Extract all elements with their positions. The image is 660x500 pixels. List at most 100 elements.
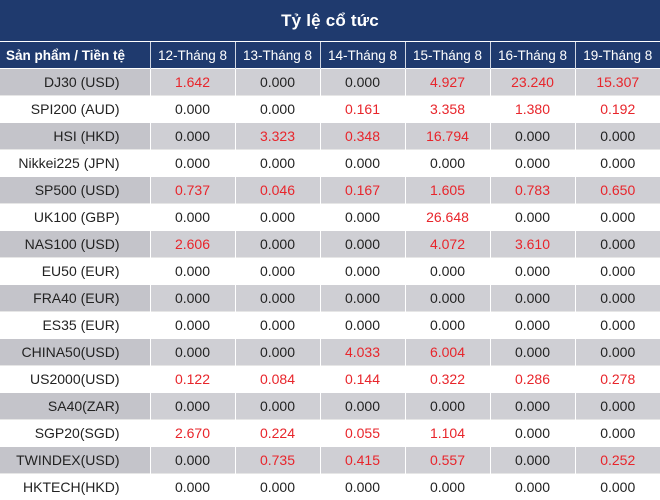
dividend-value: 0.735 bbox=[235, 447, 320, 474]
dividend-value: 0.000 bbox=[575, 231, 660, 258]
dividend-value: 0.000 bbox=[490, 474, 575, 500]
dividend-value: 0.000 bbox=[235, 231, 320, 258]
dividend-value: 2.670 bbox=[150, 420, 235, 447]
product-name: ES35 (EUR) bbox=[0, 312, 150, 339]
dividend-value: 26.648 bbox=[405, 204, 490, 231]
dividend-value: 0.000 bbox=[405, 474, 490, 500]
dividend-value: 0.000 bbox=[320, 312, 405, 339]
header-date: 12-Tháng 8 bbox=[150, 42, 235, 69]
dividend-value: 0.000 bbox=[405, 150, 490, 177]
dividend-table-panel: Tỷ lệ cổ tức Sản phẩm / Tiền tệ 12-Tháng… bbox=[0, 0, 660, 483]
dividend-value: 3.358 bbox=[405, 96, 490, 123]
dividend-value: 0.000 bbox=[490, 285, 575, 312]
dividend-value: 0.000 bbox=[575, 474, 660, 500]
dividend-value: 0.000 bbox=[490, 312, 575, 339]
dividend-value: 0.055 bbox=[320, 420, 405, 447]
dividend-value: 0.000 bbox=[575, 312, 660, 339]
table-header: Sản phẩm / Tiền tệ 12-Tháng 8 13-Tháng 8… bbox=[0, 42, 660, 69]
dividend-value: 4.927 bbox=[405, 69, 490, 96]
product-name: FRA40 (EUR) bbox=[0, 285, 150, 312]
dividend-value: 0.783 bbox=[490, 177, 575, 204]
dividend-value: 0.000 bbox=[150, 204, 235, 231]
dividend-value: 0.000 bbox=[150, 339, 235, 366]
dividend-value: 0.000 bbox=[235, 285, 320, 312]
dividend-value: 0.000 bbox=[575, 204, 660, 231]
header-date: 15-Tháng 8 bbox=[405, 42, 490, 69]
product-name: HKTECH(HKD) bbox=[0, 474, 150, 500]
dividend-value: 1.104 bbox=[405, 420, 490, 447]
dividend-value: 0.000 bbox=[150, 123, 235, 150]
dividend-value: 15.307 bbox=[575, 69, 660, 96]
dividend-value: 0.000 bbox=[320, 204, 405, 231]
dividend-value: 0.000 bbox=[150, 447, 235, 474]
header-date: 16-Tháng 8 bbox=[490, 42, 575, 69]
product-name: SP500 (USD) bbox=[0, 177, 150, 204]
dividend-value: 0.000 bbox=[575, 150, 660, 177]
dividend-value: 0.000 bbox=[150, 258, 235, 285]
dividend-value: 0.000 bbox=[320, 285, 405, 312]
dividend-value: 0.122 bbox=[150, 366, 235, 393]
dividend-value: 0.084 bbox=[235, 366, 320, 393]
product-name: DJ30 (USD) bbox=[0, 69, 150, 96]
dividend-value: 0.000 bbox=[235, 393, 320, 420]
dividend-value: 6.004 bbox=[405, 339, 490, 366]
dividend-value: 0.000 bbox=[320, 150, 405, 177]
dividend-value: 0.000 bbox=[235, 474, 320, 500]
dividend-value: 0.000 bbox=[575, 339, 660, 366]
dividend-value: 0.224 bbox=[235, 420, 320, 447]
dividend-value: 0.650 bbox=[575, 177, 660, 204]
dividend-value: 0.000 bbox=[235, 150, 320, 177]
header-product: Sản phẩm / Tiền tệ bbox=[0, 42, 150, 69]
dividend-value: 0.000 bbox=[150, 96, 235, 123]
dividend-value: 0.000 bbox=[320, 231, 405, 258]
dividend-value: 1.605 bbox=[405, 177, 490, 204]
dividend-value: 0.000 bbox=[235, 69, 320, 96]
dividend-value: 0.167 bbox=[320, 177, 405, 204]
dividend-value: 0.000 bbox=[490, 123, 575, 150]
dividend-value: 0.046 bbox=[235, 177, 320, 204]
dividend-value: 0.000 bbox=[150, 285, 235, 312]
dividend-value: 4.033 bbox=[320, 339, 405, 366]
header-date: 13-Tháng 8 bbox=[235, 42, 320, 69]
dividend-value: 0.000 bbox=[405, 312, 490, 339]
dividend-value: 0.000 bbox=[405, 285, 490, 312]
dividend-value: 0.000 bbox=[405, 393, 490, 420]
dividend-value: 0.000 bbox=[320, 69, 405, 96]
dividend-value: 0.000 bbox=[490, 420, 575, 447]
product-name: SGP20(SGD) bbox=[0, 420, 150, 447]
product-name: EU50 (EUR) bbox=[0, 258, 150, 285]
header-date: 14-Tháng 8 bbox=[320, 42, 405, 69]
dividend-value: 23.240 bbox=[490, 69, 575, 96]
product-name: CHINA50(USD) bbox=[0, 339, 150, 366]
dividend-value: 0.192 bbox=[575, 96, 660, 123]
dividend-value: 0.000 bbox=[490, 150, 575, 177]
dividend-value: 1.380 bbox=[490, 96, 575, 123]
dividend-value: 0.415 bbox=[320, 447, 405, 474]
product-name: HSI (HKD) bbox=[0, 123, 150, 150]
dividend-value: 3.610 bbox=[490, 231, 575, 258]
dividend-value: 0.000 bbox=[320, 258, 405, 285]
dividend-value: 1.642 bbox=[150, 69, 235, 96]
dividend-value: 0.000 bbox=[320, 393, 405, 420]
dividend-value: 0.000 bbox=[575, 285, 660, 312]
dividend-value: 4.072 bbox=[405, 231, 490, 258]
dividend-value: 0.000 bbox=[575, 258, 660, 285]
dividend-value: 0.161 bbox=[320, 96, 405, 123]
dividend-value: 0.000 bbox=[490, 204, 575, 231]
dividend-value: 0.286 bbox=[490, 366, 575, 393]
dividend-value: 0.278 bbox=[575, 366, 660, 393]
product-name: TWINDEX(USD) bbox=[0, 447, 150, 474]
